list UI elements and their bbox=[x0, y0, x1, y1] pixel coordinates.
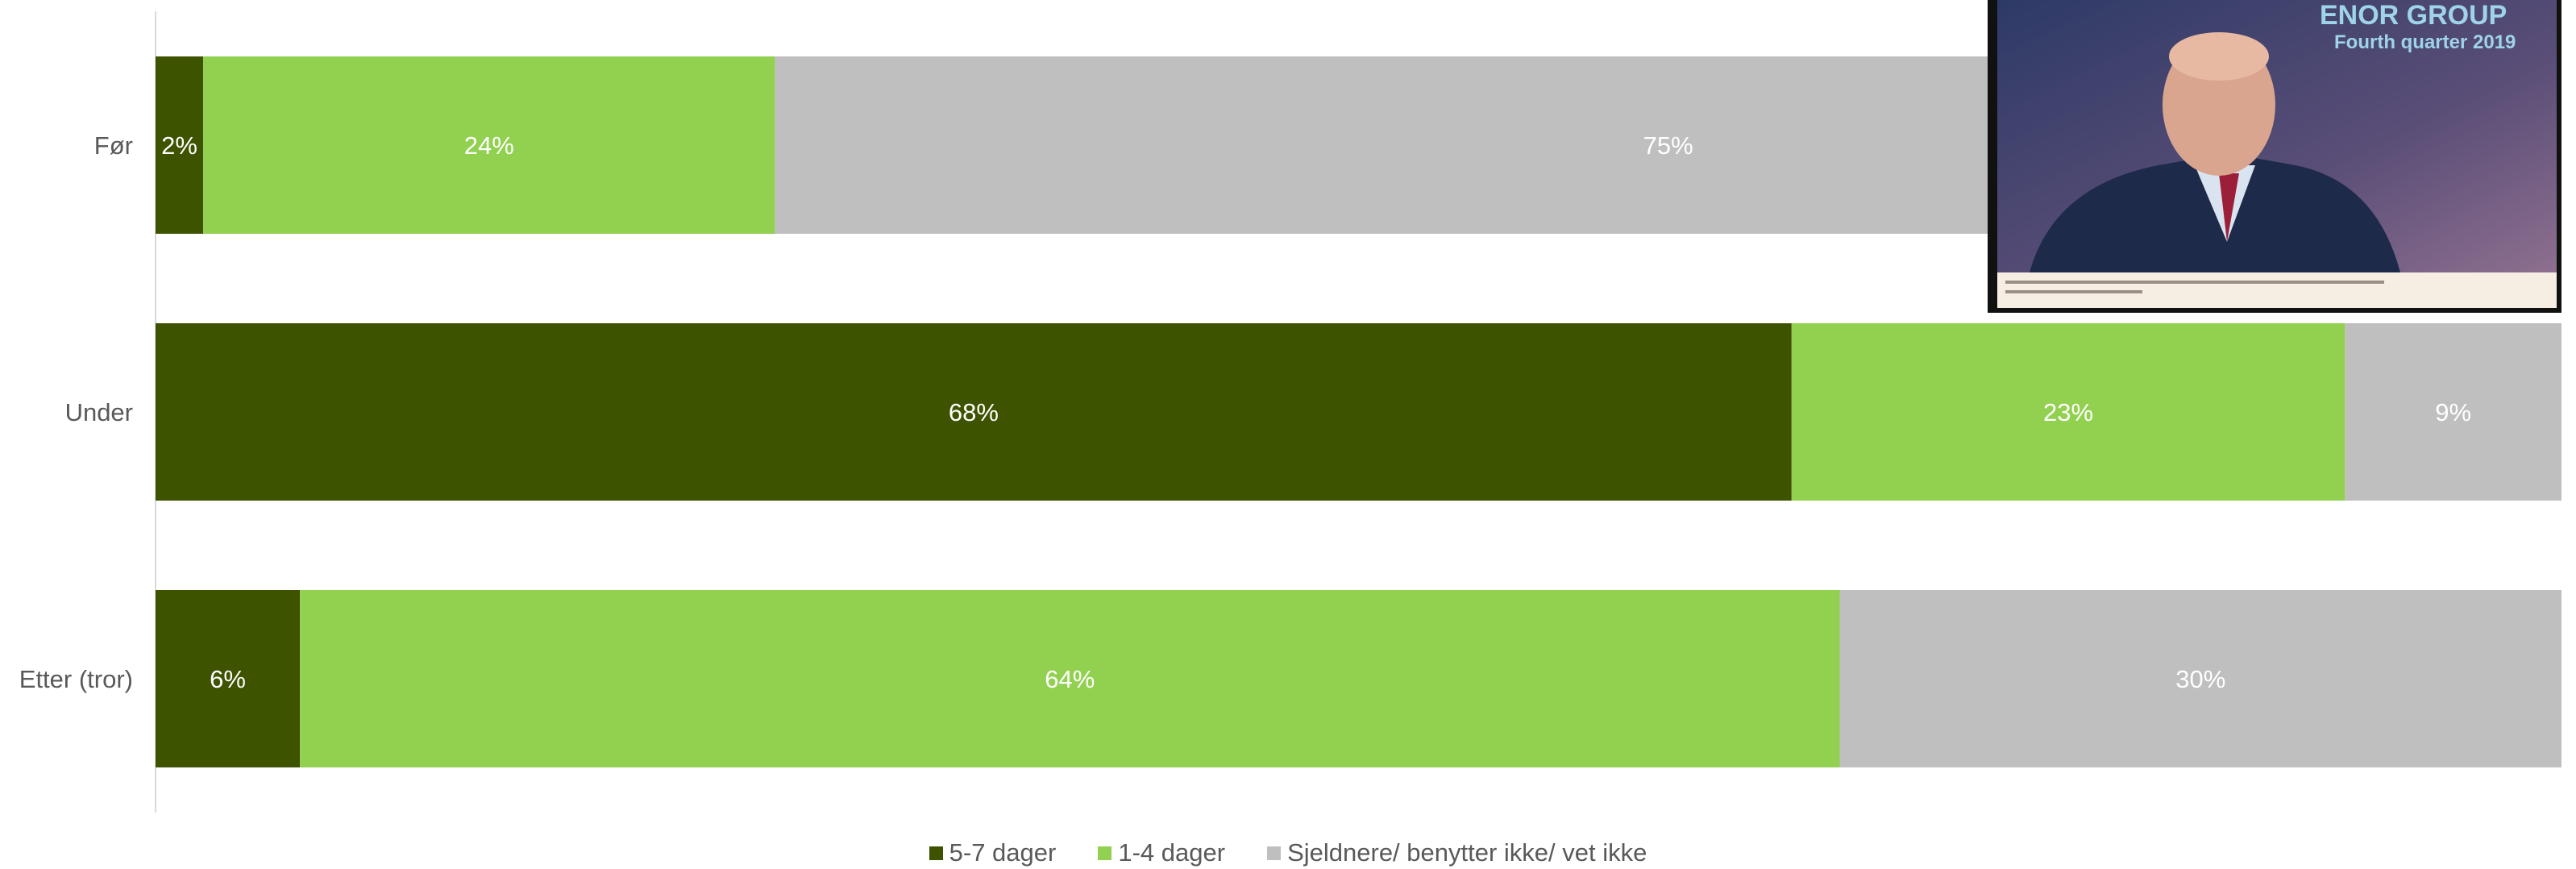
legend-swatch bbox=[1267, 846, 1282, 860]
legend: 5-7 dager 1-4 dager Sjeldnere/ benytter … bbox=[0, 838, 2576, 867]
bar-segment bbox=[156, 323, 1792, 501]
svg-text:ENOR GROUP: ENOR GROUP bbox=[2320, 0, 2507, 31]
data-label: 30% bbox=[2175, 665, 2225, 693]
data-label: 23% bbox=[2043, 398, 2093, 426]
data-label: 75% bbox=[1643, 131, 1693, 160]
data-label: 6% bbox=[210, 665, 246, 693]
bar-segment bbox=[203, 56, 775, 234]
bar-segment bbox=[156, 56, 204, 234]
data-label: 24% bbox=[464, 131, 514, 160]
legend-swatch bbox=[929, 846, 943, 860]
data-label: 68% bbox=[949, 398, 999, 426]
legend-label: Sjeldnere/ benytter ikke/ vet ikke bbox=[1287, 838, 1647, 867]
legend-item-sjeldnere: Sjeldnere/ benytter ikke/ vet ikke bbox=[1267, 838, 1647, 867]
data-label: 2% bbox=[161, 131, 197, 160]
legend-item-5-7: 5-7 dager bbox=[929, 838, 1057, 867]
legend-item-1-4: 1-4 dager bbox=[1098, 838, 1225, 867]
svg-text:Fourth quarter 2019: Fourth quarter 2019 bbox=[2334, 31, 2516, 53]
photo-icon: ENOR GROUP Fourth quarter 2019 bbox=[1997, 0, 2557, 272]
legend-swatch bbox=[1098, 846, 1112, 860]
bar-segment bbox=[300, 590, 1840, 767]
category-label: Etter (tror) bbox=[19, 665, 133, 693]
legend-label: 5-7 dager bbox=[949, 838, 1057, 867]
category-label: Før bbox=[94, 131, 133, 160]
bar-segment bbox=[1791, 323, 2345, 501]
bar-segment bbox=[1839, 590, 2561, 767]
data-label: 9% bbox=[2435, 398, 2471, 426]
category-label: Under bbox=[65, 398, 133, 426]
bar-segment bbox=[2345, 323, 2561, 501]
legend-label: 1-4 dager bbox=[1118, 838, 1226, 867]
bar-segment bbox=[156, 590, 301, 767]
data-label: 64% bbox=[1045, 665, 1095, 693]
photo-caption bbox=[1997, 272, 2557, 308]
inset-photo-frame: ENOR GROUP Fourth quarter 2019 bbox=[1988, 0, 2561, 313]
